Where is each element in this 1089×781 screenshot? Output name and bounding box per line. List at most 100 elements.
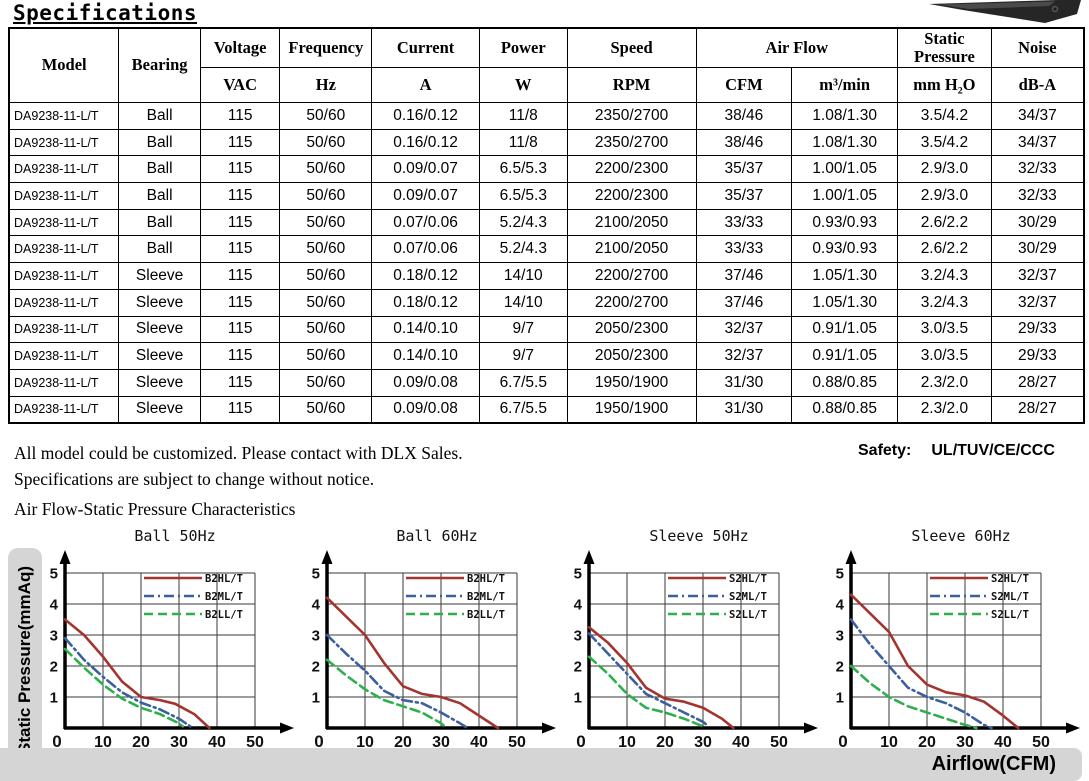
table-cell: 115 [199, 262, 281, 290]
table-cell: 0.09/0.07 [371, 182, 480, 210]
x-tick-label: 40 [470, 734, 488, 751]
unit-voltage: VAC [199, 67, 281, 103]
table-cell: 1950/1900 [566, 368, 697, 397]
table-cell: 32/37 [990, 262, 1085, 290]
table-cell: 31/30 [695, 368, 793, 397]
table-cell: 2200/2300 [566, 182, 697, 210]
legend-label: S2ML/T [729, 591, 767, 603]
table-cell: 32/33 [990, 155, 1085, 184]
table-cell: 0.09/0.08 [371, 395, 480, 424]
table-cell: 2.3/2.0 [897, 368, 992, 397]
chart-block-ball-60hz: Ball 60Hz 1 2 3 4 5 0 10 20 30 40 50 B2HL/T B2ML/T B2… [306, 524, 568, 760]
series-curve [63, 618, 211, 730]
table-cell: 1.05/1.30 [791, 288, 899, 317]
table-cell: DA9238-11-L/T [8, 288, 120, 317]
table-cell: 34/37 [990, 102, 1085, 130]
table-cell: 2.6/2.2 [897, 208, 992, 237]
legend-label: B2HL/T [205, 573, 243, 585]
table-row: DA9238-11-L/T Sleeve 115 50/60 0.14/0.10 9/7 2… [8, 342, 1085, 370]
table-cell: 6.7/5.5 [478, 368, 568, 397]
y-tick-label: 3 [574, 628, 582, 645]
table-cell: 2100/2050 [566, 235, 697, 264]
table-cell: Sleeve [118, 368, 201, 397]
col-header-air-flow: Air Flow [695, 27, 899, 68]
table-cell: 2100/2050 [566, 208, 697, 237]
series-curve [325, 658, 447, 728]
x-tick-label: 30 [432, 734, 450, 751]
x-tick-label: 0 [314, 732, 323, 751]
unit-current: A [371, 67, 480, 103]
x-axis-label: Airflow(CFM) [931, 753, 1056, 775]
x-tick-label: 50 [508, 734, 526, 751]
table-cell: 0.88/0.85 [791, 395, 899, 424]
safety-label: Safety: [858, 442, 912, 459]
legend-label: B2ML/T [205, 591, 243, 603]
chart-block-sleeve-60hz: Sleeve 60Hz 1 2 3 4 5 0 10 20 30 40 50 S2HL/T S2ML/T… [830, 524, 1089, 760]
table-cell: 2050/2300 [566, 342, 697, 370]
legend-label: B2LL/T [467, 609, 505, 621]
x-tick-label: 0 [52, 732, 61, 751]
y-tick-label: 3 [836, 628, 844, 645]
y-axis-arrow-icon [59, 550, 71, 564]
unit-speed: RPM [566, 67, 697, 103]
y-axis-band: Static Pressure(mmAq) [8, 548, 42, 773]
y-tick-label: 3 [312, 628, 320, 645]
table-row: DA9238-11-L/T Sleeve 115 50/60 0.18/0.12 14/1… [8, 262, 1085, 290]
table-cell: 115 [199, 235, 281, 264]
table-row: DA9238-11-L/T Ball 115 50/60 0.09/0.07 6.5/5.… [8, 155, 1085, 184]
x-tick-label: 20 [656, 734, 674, 751]
table-cell: DA9238-11-L/T [8, 368, 120, 397]
y-tick-label: 2 [836, 659, 844, 676]
table-cell: Sleeve [118, 288, 201, 317]
safety-certifications: Safety: UL/TUV/CE/CCC [858, 442, 1055, 460]
y-tick-label: 1 [836, 690, 844, 707]
table-cell: 2.9/3.0 [897, 155, 992, 184]
y-axis-arrow-icon [845, 550, 857, 564]
table-cell: 2.3/2.0 [897, 395, 992, 424]
series-curve [63, 636, 192, 728]
table-cell: 50/60 [279, 368, 373, 397]
table-cell: 37/46 [695, 262, 793, 290]
table-cell: 32/37 [695, 342, 793, 370]
table-cell: 0.14/0.10 [371, 342, 480, 370]
table-cell: Sleeve [118, 262, 201, 290]
table-cell: 3.2/4.3 [897, 288, 992, 317]
table-cell: Ball [118, 155, 201, 184]
y-tick-label: 2 [50, 659, 58, 676]
y-tick-label: 2 [312, 659, 320, 676]
table-row: DA9238-11-L/T Ball 115 50/60 0.09/0.07 6.5/5.… [8, 182, 1085, 210]
series-curve [325, 596, 500, 730]
table-cell: Ball [118, 182, 201, 210]
table-cell: 115 [199, 102, 281, 130]
table-cell: 2350/2700 [566, 128, 697, 157]
table-cell: 6.7/5.5 [478, 395, 568, 424]
table-cell: 115 [199, 315, 281, 344]
table-cell: 3.0/3.5 [897, 342, 992, 370]
table-cell: 2200/2700 [566, 288, 697, 317]
table-cell: Sleeve [118, 315, 201, 344]
table-cell: 2.9/3.0 [897, 182, 992, 210]
series-curve [587, 632, 709, 727]
unit-noise: dB-A [990, 67, 1085, 103]
table-cell: 0.88/0.85 [791, 368, 899, 397]
table-cell: 5.2/4.3 [478, 208, 568, 237]
table-cell: 5.2/4.3 [478, 235, 568, 264]
table-cell: 50/60 [279, 315, 373, 344]
col-header-current: Current [371, 27, 480, 68]
table-cell: 50/60 [279, 102, 373, 130]
chart-title-ball-50hz: Ball 50Hz [134, 527, 216, 545]
x-tick-label: 50 [1032, 734, 1050, 751]
table-cell: 1950/1900 [566, 395, 697, 424]
table-cell: 0.07/0.06 [371, 208, 480, 237]
table-cell: 2050/2300 [566, 315, 697, 344]
legend-label: S2HL/T [991, 573, 1029, 585]
table-cell: 1.08/1.30 [791, 128, 899, 157]
x-tick-label: 50 [246, 734, 264, 751]
table-cell: 50/60 [279, 182, 373, 210]
footnote-customized: All model could be customized. Please co… [14, 443, 463, 463]
table-cell: 32/37 [990, 288, 1085, 317]
table-cell: 14/10 [478, 288, 568, 317]
